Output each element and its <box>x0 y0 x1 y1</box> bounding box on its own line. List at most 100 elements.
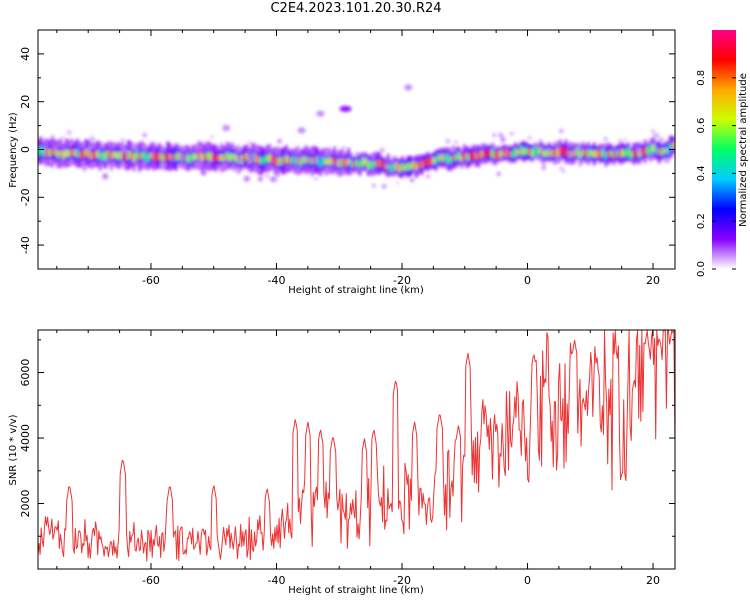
spectrogram-cell <box>604 151 607 160</box>
snr-y-axis: 2000 4000 6000 <box>19 339 675 570</box>
spectrogram-cell <box>339 105 352 112</box>
x-tick-label: 20 <box>646 574 660 587</box>
spectrogram-cell <box>525 147 528 155</box>
spectrogram-cell <box>152 152 155 161</box>
spectrogram-cell <box>66 129 72 136</box>
spectrogram-cell <box>214 155 218 162</box>
spectrogram-cell <box>663 157 671 164</box>
colorbar-label: Normalized spectral amplitude <box>738 73 749 227</box>
spectrogram-cell <box>420 161 424 169</box>
spectrogram-cell <box>56 150 59 158</box>
spectrogram-cell <box>437 154 441 161</box>
snr-x-axis: -60 -40 -20 0 20 <box>56 330 660 587</box>
spectrogram-cell <box>672 142 675 149</box>
y-tick-label: -20 <box>19 188 32 206</box>
spectrogram-cell <box>227 142 235 149</box>
y-tick-label: 40 <box>19 47 32 61</box>
spectrogram-cell <box>635 147 642 154</box>
spectrogram-cell <box>222 124 231 131</box>
spectrogram-cell <box>87 146 92 151</box>
spectrogram-cell <box>593 150 596 158</box>
spectrogram-cell <box>502 148 506 157</box>
spectrogram-cell <box>477 152 480 160</box>
colorbar-gradient <box>712 30 736 269</box>
spectrogram-cell <box>658 148 661 156</box>
spectrogram-cell <box>425 174 431 179</box>
spectrogram-cell <box>130 150 133 160</box>
spectrogram-cell <box>498 132 504 138</box>
spectrogram-cell <box>101 152 105 161</box>
spectrogram-cell <box>350 159 353 168</box>
spectrogram-y-axis: 40 20 0 -20 -40 <box>19 29 675 270</box>
snr-series-line <box>38 330 675 562</box>
spectrogram-cell <box>43 146 48 151</box>
spectrogram-cell <box>621 149 624 157</box>
spectrogram-cell <box>634 148 638 152</box>
spectrogram-cell <box>228 153 232 162</box>
spectrogram-cell <box>533 146 537 155</box>
spectrogram-cell <box>655 147 658 154</box>
spectrogram-cell <box>124 154 127 161</box>
spectrogram-cell <box>392 162 395 171</box>
spectrogram-cell <box>107 150 110 157</box>
spectrogram-cell <box>293 156 297 166</box>
spectrogram-cell <box>375 159 378 167</box>
spectrogram-cell <box>113 151 116 158</box>
spectrogram-cell <box>410 178 415 183</box>
spectrogram-cell <box>457 152 460 160</box>
spectrogram-cell <box>652 143 655 152</box>
spectrogram-cell <box>601 146 605 150</box>
spectrogram-cell <box>90 152 93 160</box>
spectrogram-cell <box>39 146 42 155</box>
spectrogram-cell <box>38 147 40 156</box>
snr-y-label: SNR (10 * v/v) <box>8 414 19 485</box>
spectrogram-cell <box>485 150 489 158</box>
spectrogram-cell <box>342 145 346 149</box>
spectrogram-cell <box>277 138 282 144</box>
spectrogram-cell <box>132 153 136 162</box>
spectrogram-cell <box>364 158 367 166</box>
spectrogram-cell <box>336 159 339 167</box>
spectrogram-cell <box>127 150 130 160</box>
spectrogram-cell <box>531 149 534 158</box>
spectrogram-cell <box>161 147 167 153</box>
spectrogram-cell <box>519 146 523 155</box>
spectrogram-cell <box>135 150 138 159</box>
spectrogram-cell <box>555 156 562 163</box>
spectrogram-cell <box>666 146 669 155</box>
spectrogram-cell <box>78 144 81 147</box>
spectrogram-cell <box>102 173 109 180</box>
spectrogram-cell <box>396 181 399 185</box>
spectrogram-cell <box>584 150 587 157</box>
spectrogram-cell <box>629 150 633 159</box>
spectrogram-cell <box>220 163 227 170</box>
spectrogram-cell <box>404 84 413 91</box>
spectrogram-cell <box>669 143 672 151</box>
spectrogram-cell <box>209 152 212 162</box>
spectrogram-cell <box>596 149 599 158</box>
spectrogram-cell <box>586 158 591 163</box>
spectrogram-cell <box>73 149 76 157</box>
spectrogram-cell <box>248 141 251 144</box>
spectrogram-cell <box>565 148 568 155</box>
spectrogram-cell <box>547 148 552 153</box>
spectrogram-cell <box>335 170 341 176</box>
spectrogram-cell <box>426 158 429 166</box>
spectrogram-cell <box>496 171 501 176</box>
spectrogram-cell <box>65 149 68 157</box>
spectrogram-cell <box>305 156 308 163</box>
spectrogram-cell <box>226 152 229 160</box>
spectrogram-cell <box>282 157 285 165</box>
spectrogram-cell <box>514 148 517 157</box>
spectrogram-cell <box>623 137 626 140</box>
spectrogram-cell <box>553 149 556 157</box>
spectrogram-cell <box>500 150 503 157</box>
spectrogram-cell <box>188 148 192 153</box>
spectrogram-cell <box>522 147 525 155</box>
spectrogram-cell <box>536 147 539 156</box>
spectrogram-cell <box>638 149 641 158</box>
spectrogram-cell <box>172 155 175 161</box>
spectrogram-cell <box>45 148 48 157</box>
spectrogram-cell <box>297 127 306 134</box>
spectrogram-cell <box>398 164 401 173</box>
